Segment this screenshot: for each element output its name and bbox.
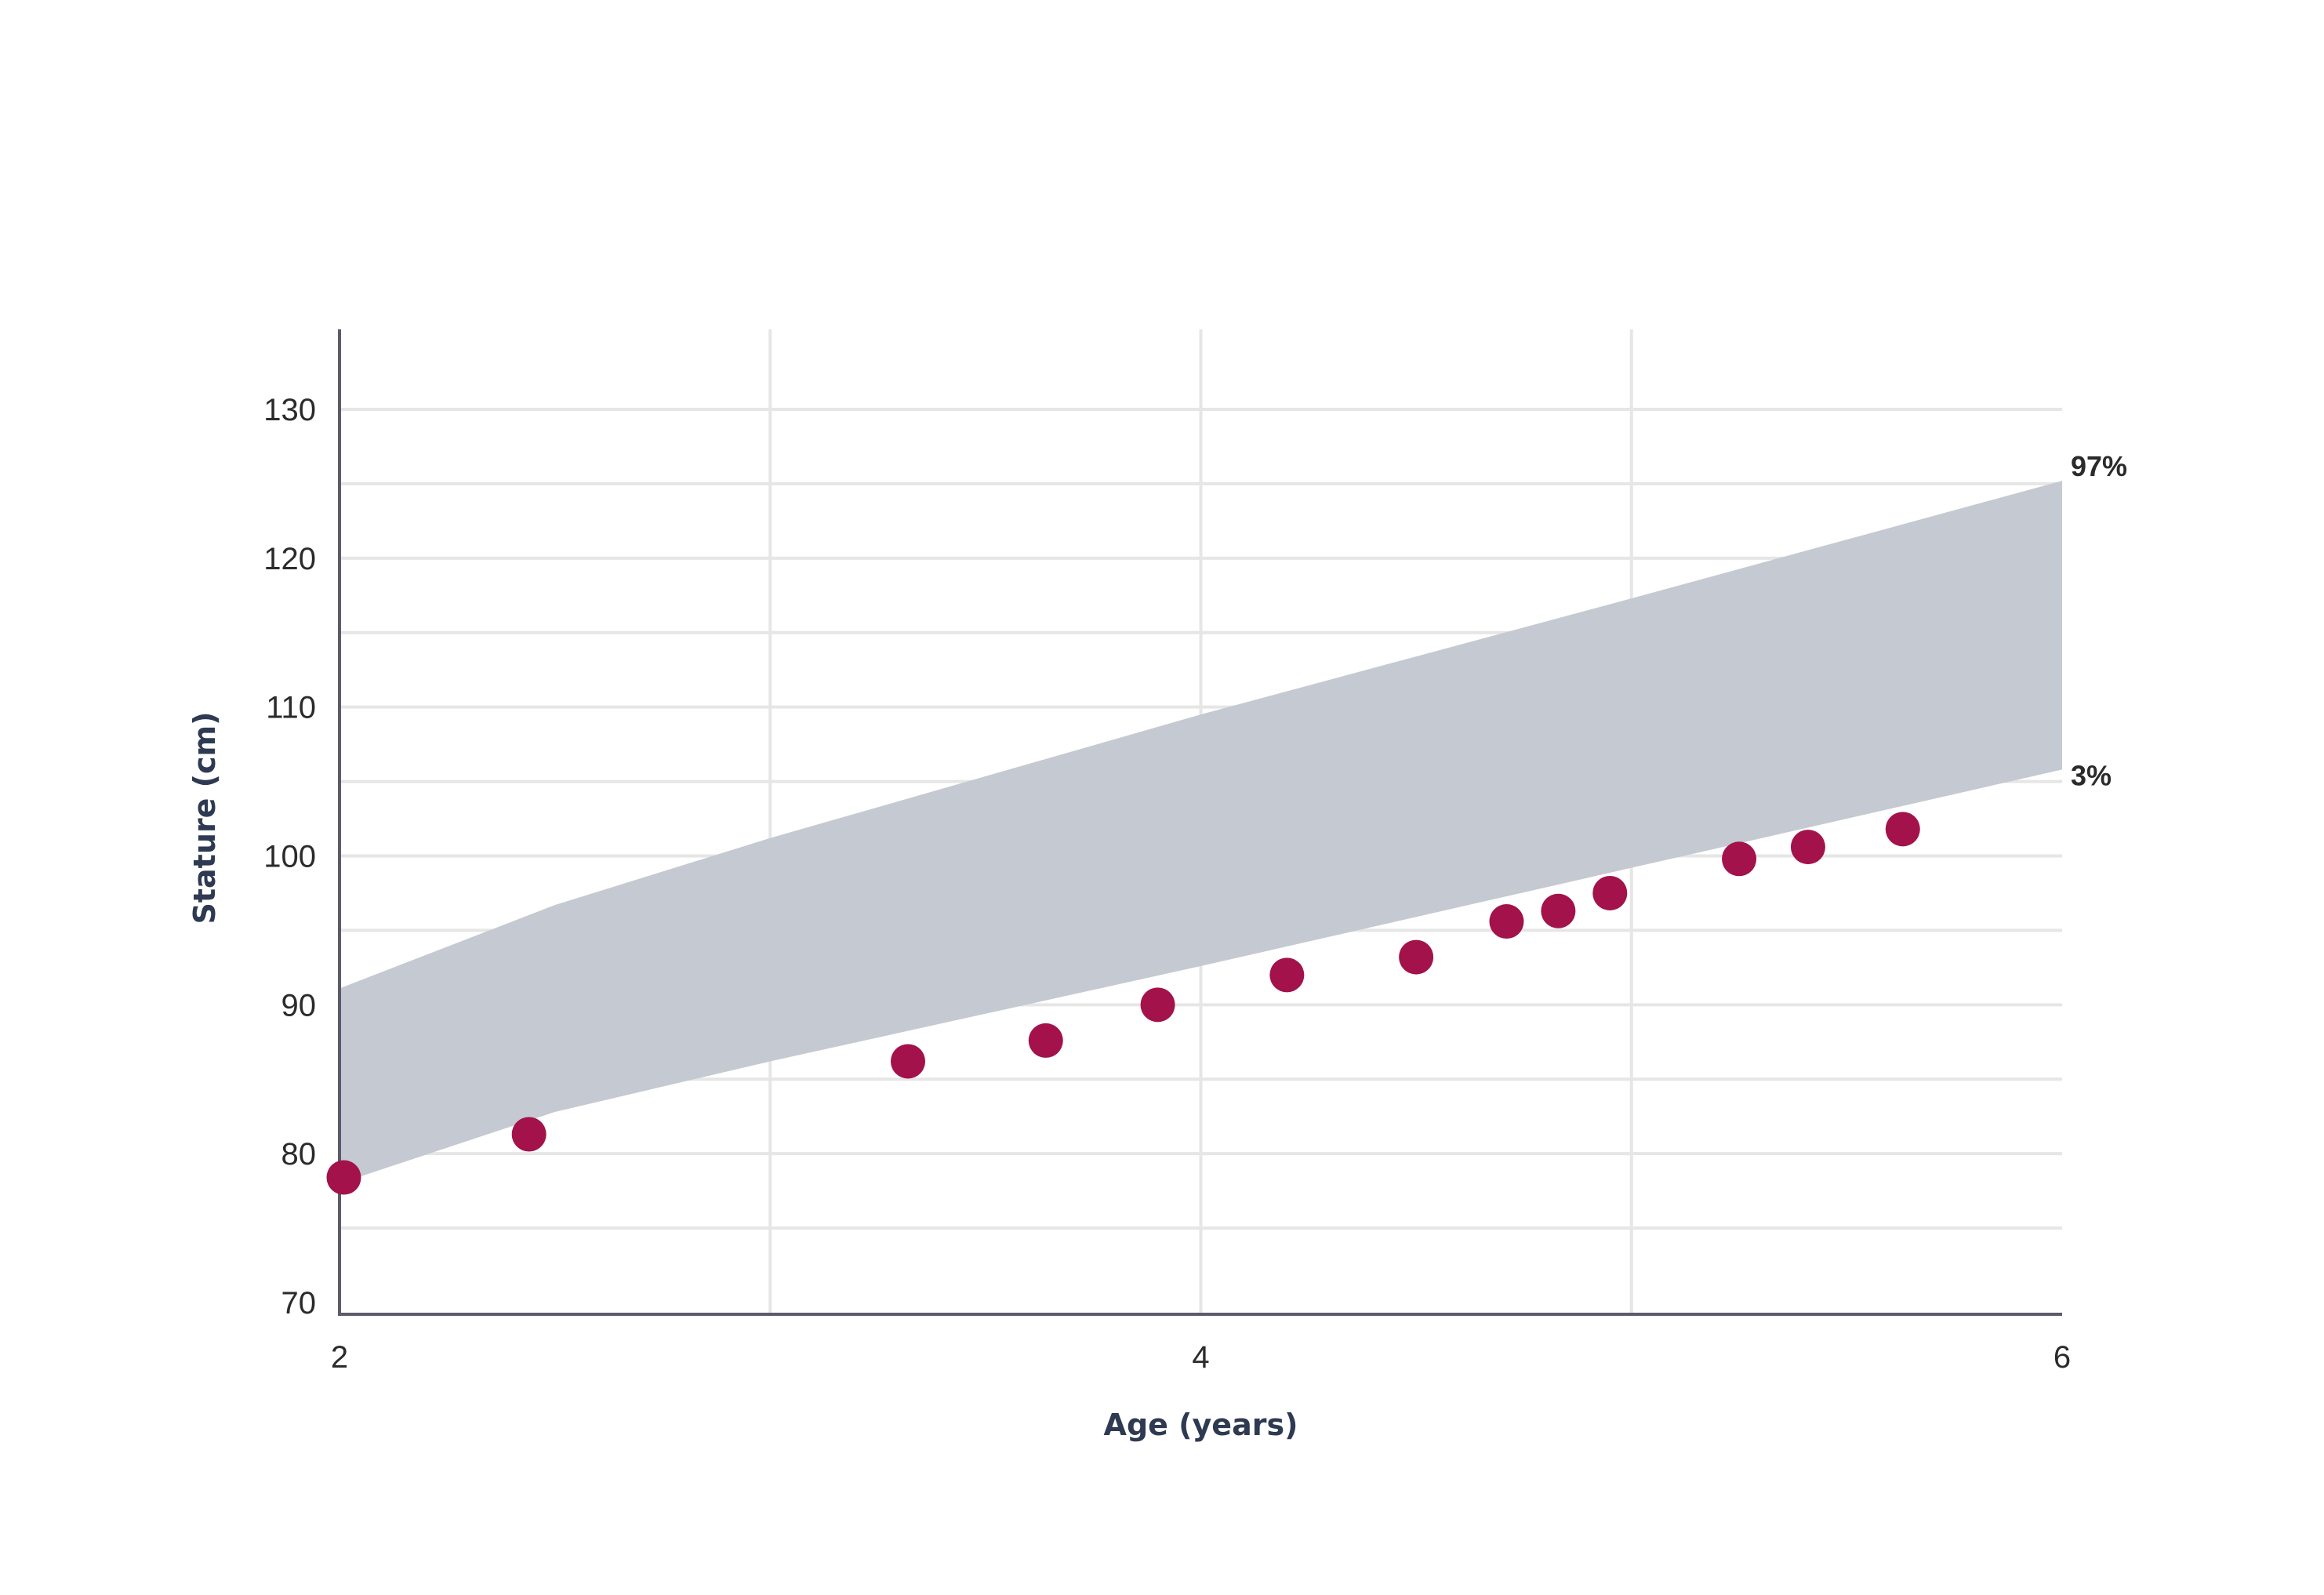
x-tick-label: 6	[2053, 1340, 2071, 1375]
data-point	[1140, 987, 1175, 1023]
data-point	[1269, 957, 1305, 993]
band-upper-label: 97%	[2071, 450, 2127, 482]
data-point	[891, 1044, 926, 1079]
data-points	[326, 812, 1920, 1195]
y-tick-label: 90	[281, 988, 317, 1023]
x-tick-label: 4	[1192, 1340, 1209, 1375]
data-point	[1489, 904, 1524, 939]
y-axis-title: Stature (cm)	[187, 712, 222, 925]
x-axis-title: Age (years)	[1104, 1408, 1298, 1442]
data-point	[326, 1160, 361, 1195]
axes	[338, 329, 2062, 1316]
band-lower-label: 3%	[2071, 759, 2112, 791]
data-point	[1790, 830, 1825, 865]
y-tick-label: 110	[266, 691, 316, 725]
tick-labels: 70 80 90 100 110 120 130 2 4 6	[263, 393, 2071, 1375]
data-point	[511, 1117, 547, 1152]
data-point	[1028, 1023, 1063, 1058]
data-point	[1399, 939, 1434, 975]
data-point	[1722, 841, 1757, 877]
percentile-band	[340, 481, 2062, 1184]
x-tick-label: 2	[331, 1340, 348, 1375]
data-point	[1885, 812, 1920, 847]
y-tick-label: 70	[281, 1286, 317, 1321]
y-tick-label: 130	[263, 393, 316, 427]
y-tick-label: 80	[281, 1137, 317, 1172]
y-tick-label: 120	[263, 542, 316, 576]
y-tick-label: 100	[263, 840, 316, 874]
data-point	[1592, 875, 1628, 910]
data-point	[1541, 893, 1576, 928]
